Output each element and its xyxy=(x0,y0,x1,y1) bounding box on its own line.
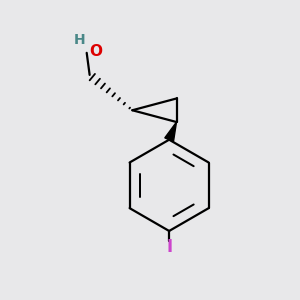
Text: O: O xyxy=(89,44,102,59)
Polygon shape xyxy=(165,122,176,142)
Text: I: I xyxy=(166,238,172,256)
Text: H: H xyxy=(74,34,85,47)
